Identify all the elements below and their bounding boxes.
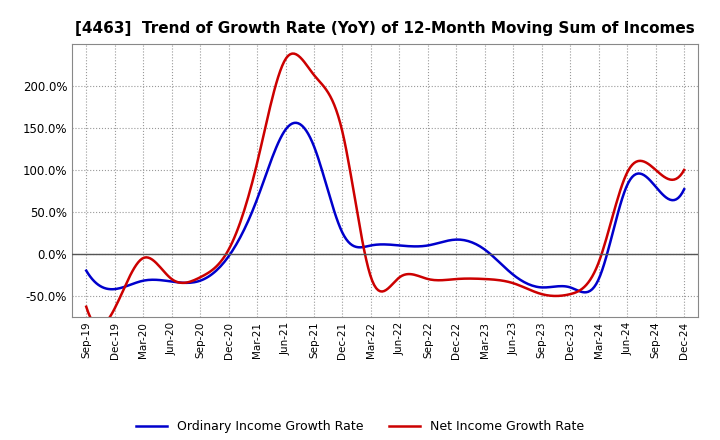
Ordinary Income Growth Rate [680, 187, 688, 192]
Ordinary Income Growth Rate [628, 174, 636, 180]
Ordinary Income Growth Rate [580, 290, 588, 295]
Ordinary Income Growth Rate [590, 284, 598, 290]
Net Income Growth Rate [288, 51, 297, 56]
Ordinary Income Growth Rate [450, 237, 459, 242]
Net Income Growth Rate [82, 304, 91, 309]
Legend: Ordinary Income Growth Rate, Net Income Growth Rate: Ordinary Income Growth Rate, Net Income … [131, 415, 589, 438]
Net Income Growth Rate [680, 167, 688, 172]
Ordinary Income Growth Rate [438, 239, 446, 245]
Net Income Growth Rate [452, 276, 461, 282]
Ordinary Income Growth Rate [82, 268, 91, 273]
Net Income Growth Rate [628, 162, 636, 168]
Net Income Growth Rate [440, 278, 449, 283]
Title: [4463]  Trend of Growth Rate (YoY) of 12-Month Moving Sum of Incomes: [4463] Trend of Growth Rate (YoY) of 12-… [76, 21, 695, 36]
Ordinary Income Growth Rate [84, 271, 93, 276]
Net Income Growth Rate [84, 310, 93, 315]
Ordinary Income Growth Rate [440, 239, 449, 244]
Net Income Growth Rate [442, 277, 451, 282]
Net Income Growth Rate [96, 323, 104, 329]
Net Income Growth Rate [590, 270, 598, 275]
Ordinary Income Growth Rate [292, 120, 300, 125]
Line: Net Income Growth Rate: Net Income Growth Rate [86, 54, 684, 326]
Line: Ordinary Income Growth Rate: Ordinary Income Growth Rate [86, 123, 684, 292]
